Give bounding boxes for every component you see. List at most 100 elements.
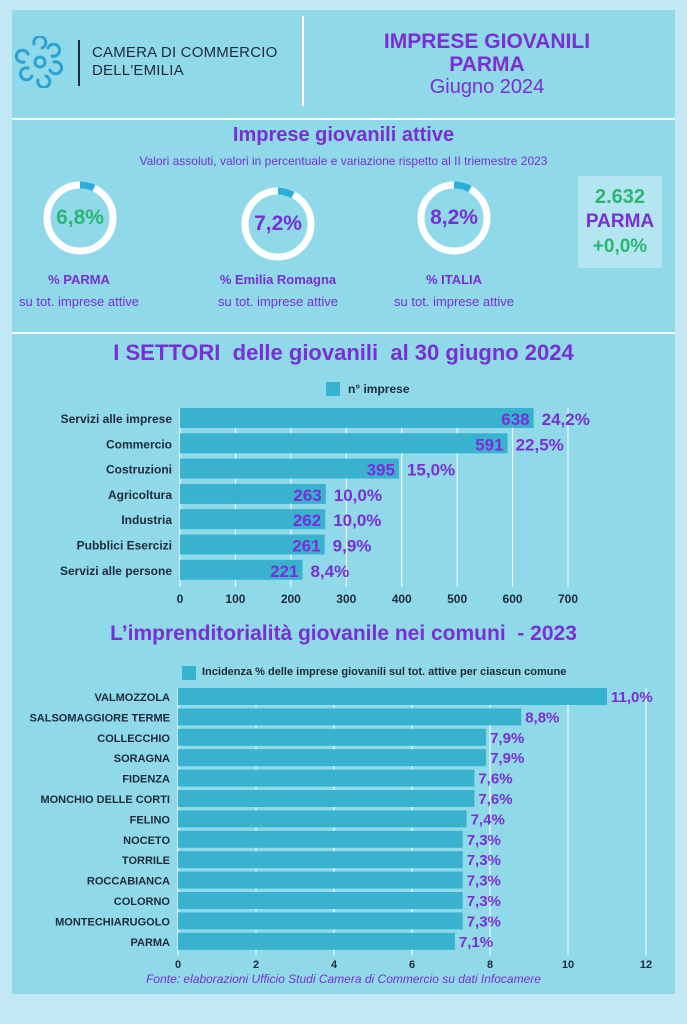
comuni-value-label: 8,8%	[525, 709, 559, 726]
comuni-x-tick-label: 4	[331, 959, 338, 971]
comuni-x-tick-label: 8	[487, 959, 493, 971]
sectors-category-label: Agricoltura	[108, 488, 172, 502]
sectors-x-tick-label: 600	[503, 592, 523, 606]
sectors-bar	[180, 458, 399, 479]
donut-parma: 6,8%	[40, 178, 120, 258]
sectors-bar	[180, 483, 326, 504]
comuni-value-label: 11,0%	[611, 689, 653, 706]
sectors-category-label: Industria	[121, 513, 172, 527]
comuni-bar	[178, 810, 467, 828]
comuni-category-label: FIDENZA	[122, 774, 170, 786]
sectors-chart-title: I SETTORI delle giovanili al 30 giugno 2…	[113, 340, 574, 365]
sectors-value-label: 395	[367, 461, 395, 480]
comuni-x-tick-label: 6	[409, 959, 415, 971]
stat-parma-label: % PARMA	[48, 272, 110, 287]
comuni-category-label: TORRILE	[122, 855, 170, 867]
comuni-bar	[178, 728, 487, 746]
divider-2	[12, 332, 675, 334]
comuni-bar	[178, 892, 463, 909]
sectors-value-label: 638	[501, 410, 529, 429]
comuni-bar	[178, 769, 475, 787]
comuni-category-label: PARMA	[130, 937, 170, 949]
sectors-value-label: 261	[292, 537, 320, 556]
sectors-x-tick-label: 500	[447, 592, 467, 606]
comuni-value-label: 7,1%	[459, 934, 493, 951]
comuni-bar	[178, 912, 463, 930]
sectors-bar	[180, 408, 534, 428]
donut-italia: 8,2%	[414, 178, 494, 258]
comuni-value-label: 7,3%	[467, 893, 501, 910]
org-line-2: DELL'EMILIA	[92, 62, 184, 79]
sectors-x-tick-label: 200	[281, 592, 301, 606]
logo-divider	[78, 40, 80, 86]
stat-emilia-value: 7,2%	[254, 212, 302, 235]
comuni-bar	[178, 790, 475, 807]
report-title-line-1: IMPRESE GIOVANILI	[383, 30, 591, 53]
comuni-bar	[178, 830, 463, 848]
comuni-value-label: 7,3%	[467, 913, 501, 930]
sectors-category-label: Commercio	[106, 437, 172, 451]
summary-place: PARMA	[585, 211, 655, 232]
report-date: Giugno 2024	[429, 76, 545, 98]
comuni-x-tick-label: 12	[640, 959, 652, 971]
comuni-chart-title: L’imprenditorialità giovanile nei comuni…	[110, 622, 577, 645]
sectors-x-tick-label: 100	[225, 592, 245, 606]
chamber-logo-icon	[14, 34, 66, 90]
comuni-bar	[178, 749, 487, 767]
summary-change: +0,0%	[592, 236, 648, 257]
comuni-value-label: 7,9%	[490, 730, 524, 747]
comuni-x-tick-label: 0	[175, 959, 181, 971]
stat-italia-sub: su tot. imprese attive	[394, 294, 514, 309]
sectors-percent-label: 10,0%	[333, 511, 381, 530]
active-section-subtitle: Valori assoluti, valori in percentuale e…	[139, 154, 548, 168]
comuni-value-label: 7,4%	[471, 811, 505, 828]
sectors-category-label: Costruzioni	[106, 463, 172, 477]
comuni-bar	[178, 871, 463, 889]
comuni-value-label: 7,9%	[490, 750, 524, 767]
comuni-value-label: 7,3%	[467, 852, 501, 869]
divider-1	[12, 118, 675, 120]
report-title-line-2: PARMA	[449, 53, 525, 76]
sectors-category-label: Servizi alle imprese	[61, 412, 173, 426]
sectors-percent-label: 10,0%	[334, 486, 382, 505]
comuni-value-label: 7,3%	[467, 873, 501, 890]
org-name: CAMERA DI COMMERCIO DELL'EMILIA	[92, 44, 277, 80]
comuni-value-label: 7,3%	[467, 832, 501, 849]
header-divider	[302, 16, 304, 106]
sectors-value-label: 221	[270, 562, 298, 581]
sectors-percent-label: 9,9%	[333, 537, 372, 556]
comuni-category-label: COLLECCHIO	[97, 733, 170, 745]
sectors-category-label: Pubblici Esercizi	[77, 539, 172, 553]
sectors-x-tick-label: 700	[558, 592, 578, 606]
summary-count: 2.632	[594, 186, 646, 208]
active-section-title: Imprese giovanili attive	[232, 124, 455, 146]
comuni-x-tick-label: 10	[562, 959, 574, 971]
sectors-legend-swatch	[326, 382, 340, 396]
sectors-x-tick-label: 0	[177, 592, 184, 606]
comuni-chart: 0 2 4 6 8 10 12 VALMOZZOLA 11,0% SALSOMAGGIORE TE…	[29, 688, 653, 971]
sectors-value-label: 591	[475, 435, 503, 454]
comuni-category-label: COLORNO	[114, 896, 171, 908]
stat-parma-sub: su tot. imprese attive	[19, 294, 139, 309]
sectors-chart: 0 100 200 300 400 500 600 700 Servizi alle impre…	[60, 408, 590, 606]
stat-italia-value: 8,2%	[430, 206, 478, 229]
org-line-1: CAMERA DI COMMERCIO	[92, 44, 278, 61]
sectors-x-tick-label: 300	[336, 592, 356, 606]
comuni-category-label: SORAGNA	[114, 753, 170, 765]
stat-emilia-label: % Emilia Romagna	[219, 272, 337, 287]
comuni-category-label: FELINO	[130, 814, 171, 826]
sectors-bar	[180, 534, 325, 555]
comuni-value-label: 7,6%	[478, 791, 512, 808]
stat-emilia-sub: su tot. imprese attive	[218, 294, 338, 309]
comuni-x-tick-label: 2	[253, 959, 259, 971]
sectors-legend-label: n° imprese	[348, 382, 410, 396]
comuni-bar	[178, 932, 455, 950]
sectors-value-label: 263	[293, 486, 321, 505]
comuni-category-label: NOCETO	[123, 835, 170, 847]
infographic-page: CAMERA DI COMMERCIO DELL'EMILIA IMPRESE …	[12, 10, 675, 994]
comuni-category-label: MONTECHIARUGOLO	[55, 916, 170, 928]
comuni-legend-swatch	[182, 666, 196, 680]
sectors-percent-label: 22,5%	[516, 435, 564, 454]
sectors-bar	[180, 559, 303, 580]
summary-box: 2.632 PARMA +0,0%	[578, 176, 662, 268]
